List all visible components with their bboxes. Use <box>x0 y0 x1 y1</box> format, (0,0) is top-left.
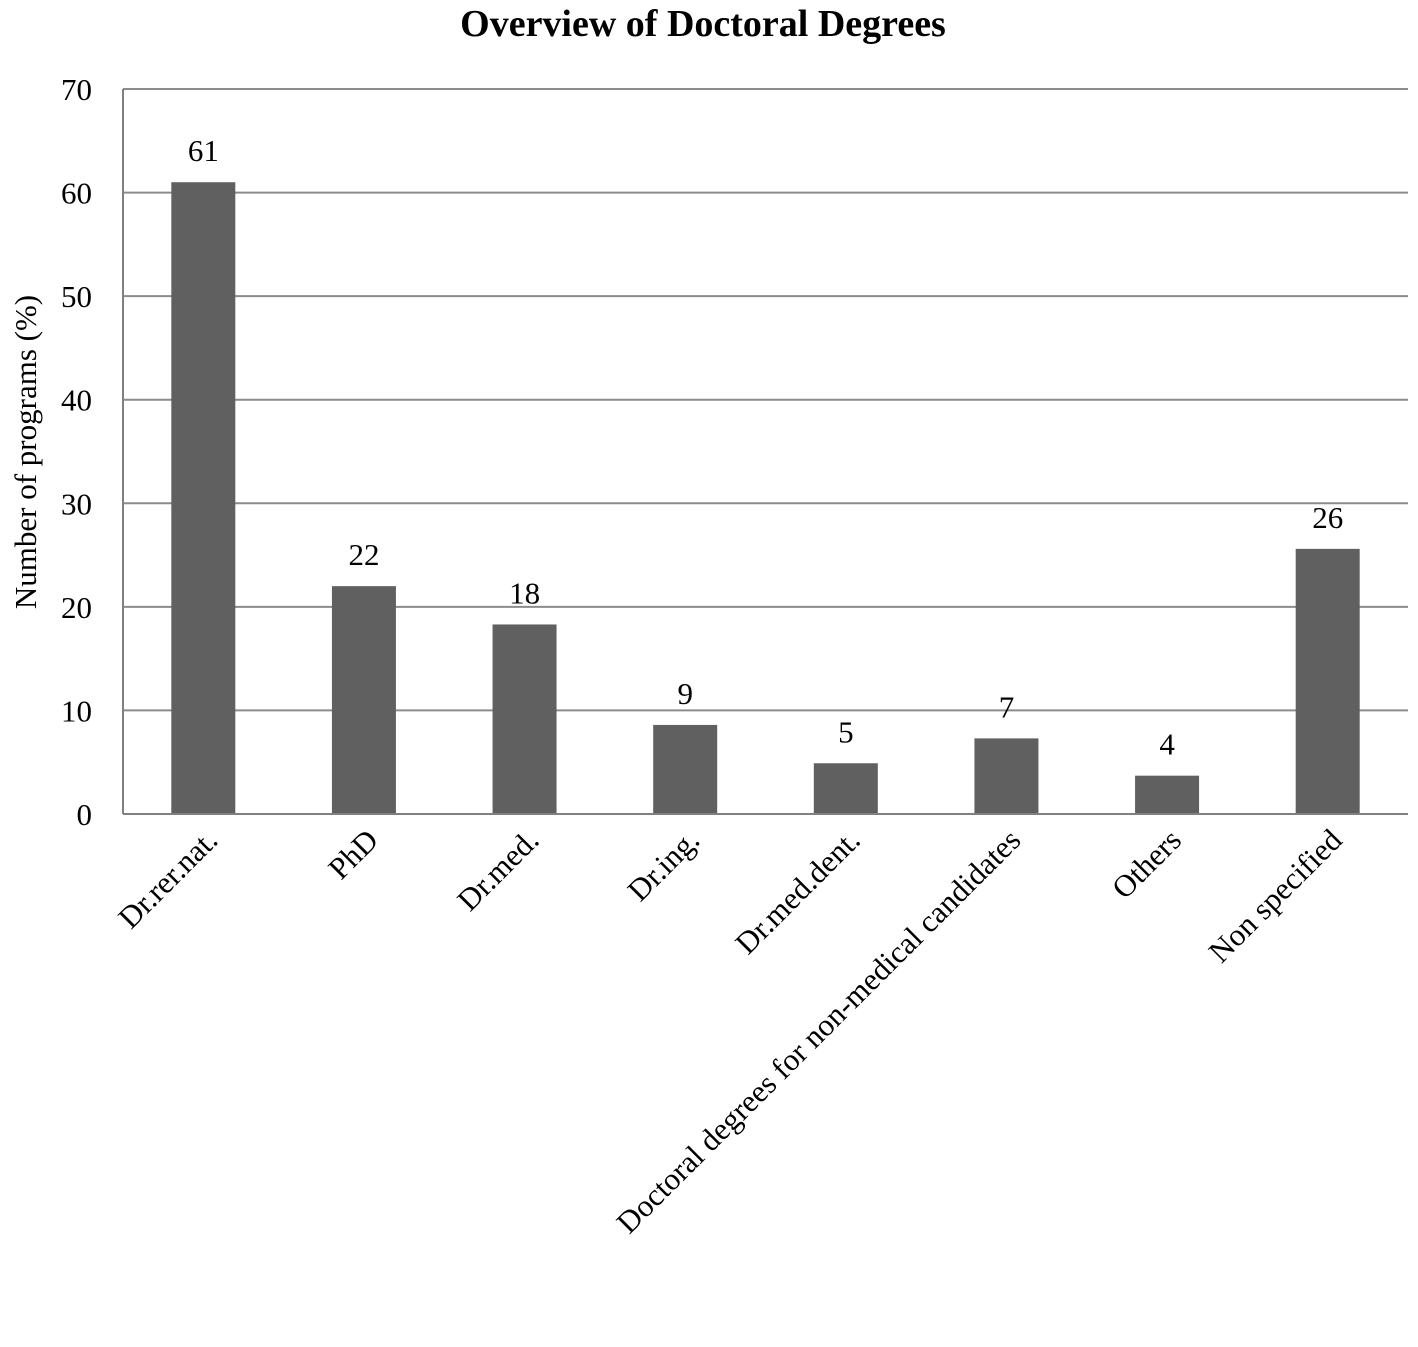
y-tick-label: 50 <box>61 279 92 314</box>
y-tick-label: 40 <box>61 383 92 418</box>
y-tick-label: 10 <box>61 693 92 728</box>
x-tick-label-6: Others <box>1105 822 1188 905</box>
x-tick-label-2: Dr.med. <box>450 822 545 917</box>
chart-title: Overview of Doctoral Degrees <box>460 3 946 45</box>
bar-0 <box>171 182 236 814</box>
bar-5 <box>974 738 1039 814</box>
bar-1 <box>331 586 396 814</box>
data-label-5: 7 <box>999 689 1015 724</box>
y-axis-label: Number of programs (%) <box>8 295 43 609</box>
data-label-7: 26 <box>1312 500 1343 535</box>
x-axis-ticks: Dr.rer.nat. PhD Dr.med. Dr.ing. Dr.med.dent.… <box>111 822 1349 1240</box>
y-tick-label: 0 <box>77 797 93 832</box>
bar-6 <box>1135 775 1200 814</box>
data-label-6: 4 <box>1159 727 1175 762</box>
x-tick-label-4: Dr.med.dent. <box>728 822 867 961</box>
data-label-1: 22 <box>348 537 379 572</box>
bar-7 <box>1295 548 1360 814</box>
data-labels: 61 22 18 9 5 7 4 26 <box>188 133 1343 761</box>
bar-2 <box>492 624 557 814</box>
gridlines <box>123 88 1408 712</box>
bars <box>171 182 1360 814</box>
data-label-0: 61 <box>188 133 219 168</box>
bar-3 <box>653 724 718 814</box>
axes <box>122 89 1408 815</box>
x-tick-label-3: Dr.ing. <box>620 822 706 908</box>
x-tick-label-7: Non specified <box>1202 822 1349 969</box>
x-tick-label-0: Dr.rer.nat. <box>111 822 224 935</box>
x-tick-label-1: PhD <box>321 822 385 886</box>
y-tick-label: 60 <box>61 176 92 211</box>
data-label-3: 9 <box>677 676 693 711</box>
data-label-4: 5 <box>838 714 854 749</box>
y-tick-label: 20 <box>61 590 92 625</box>
y-axis-ticks: 0 10 20 30 40 50 60 70 <box>61 72 92 832</box>
y-tick-label: 30 <box>61 486 92 521</box>
data-label-2: 18 <box>509 575 540 610</box>
y-tick-label: 70 <box>61 72 92 107</box>
bar-4 <box>813 763 878 814</box>
